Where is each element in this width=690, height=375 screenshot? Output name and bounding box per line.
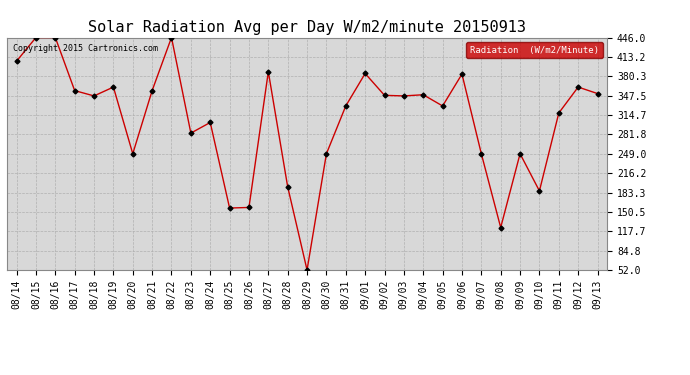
Text: Copyright 2015 Cartronics.com: Copyright 2015 Cartronics.com [13, 45, 158, 54]
Title: Solar Radiation Avg per Day W/m2/minute 20150913: Solar Radiation Avg per Day W/m2/minute … [88, 20, 526, 35]
Legend: Radiation  (W/m2/Minute): Radiation (W/m2/Minute) [466, 42, 602, 58]
